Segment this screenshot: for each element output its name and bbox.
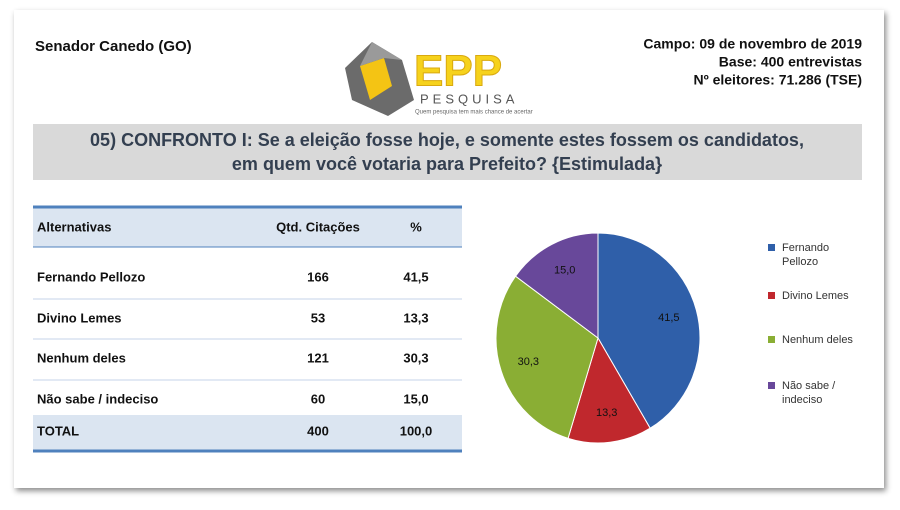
cell: Divino Lemes bbox=[37, 310, 122, 325]
campo: Campo: 09 de novembro de 2019 bbox=[643, 36, 862, 52]
cell: 15,0 bbox=[403, 391, 428, 406]
slice-label: 15,0 bbox=[554, 265, 575, 277]
legend-swatch bbox=[768, 336, 775, 343]
column-header: Alternativas bbox=[37, 219, 111, 234]
legend-swatch bbox=[768, 382, 775, 389]
eleitores: Nº eleitores: 71.286 (TSE) bbox=[693, 72, 862, 88]
slide-frame bbox=[14, 10, 884, 488]
cell: 60 bbox=[311, 391, 325, 406]
cell: 53 bbox=[311, 310, 325, 325]
header-row bbox=[33, 207, 462, 247]
pie-slice bbox=[495, 275, 599, 439]
slice-label: 41,5 bbox=[658, 312, 679, 324]
cell: 166 bbox=[307, 269, 329, 284]
tagline: Quem pesquisa tem mais chance de acertar bbox=[415, 110, 533, 116]
cell: 100,0 bbox=[400, 423, 433, 438]
cell: Não sabe / indeciso bbox=[37, 391, 158, 406]
question-band bbox=[33, 124, 862, 180]
slice-label: 13,3 bbox=[596, 407, 617, 419]
base: Base: 400 entrevistas bbox=[719, 54, 862, 70]
legend-label: Nenhum deles bbox=[782, 334, 853, 346]
logo-text: EPP bbox=[414, 47, 502, 96]
cell: Nenhum deles bbox=[37, 350, 126, 365]
cell: Fernando Pellozo bbox=[37, 269, 145, 284]
question: 05) CONFRONTO I: Se a eleição fosse hoje… bbox=[90, 130, 804, 150]
pie-slice bbox=[514, 232, 599, 339]
cell: 121 bbox=[307, 350, 329, 365]
logo: EPP PESQUISA Quem pesquisa tem mais chan… bbox=[345, 42, 533, 116]
cell: 13,3 bbox=[403, 310, 428, 325]
legend-label: Divino Lemes bbox=[782, 290, 849, 302]
logo-sub: PESQUISA bbox=[420, 91, 518, 106]
question: em quem você votaria para Prefeito? {Est… bbox=[232, 154, 662, 174]
legend-swatch bbox=[768, 244, 775, 251]
slice-label: 30,3 bbox=[518, 356, 539, 368]
cell: TOTAL bbox=[37, 423, 79, 438]
column-header: Qtd. Citações bbox=[276, 219, 360, 234]
cell: 400 bbox=[307, 423, 329, 438]
legend-swatch bbox=[768, 292, 775, 299]
pie-slice bbox=[567, 336, 651, 444]
column-header: % bbox=[410, 219, 422, 234]
pie-slice bbox=[597, 232, 701, 429]
location: Senador Canedo (GO) bbox=[35, 38, 192, 55]
cell: 30,3 bbox=[403, 350, 428, 365]
legend-label: Fernando Pellozo bbox=[782, 242, 830, 268]
cell: 41,5 bbox=[403, 269, 428, 284]
legend-label: Não sabe / indeciso bbox=[782, 380, 836, 406]
total-row bbox=[33, 415, 462, 451]
